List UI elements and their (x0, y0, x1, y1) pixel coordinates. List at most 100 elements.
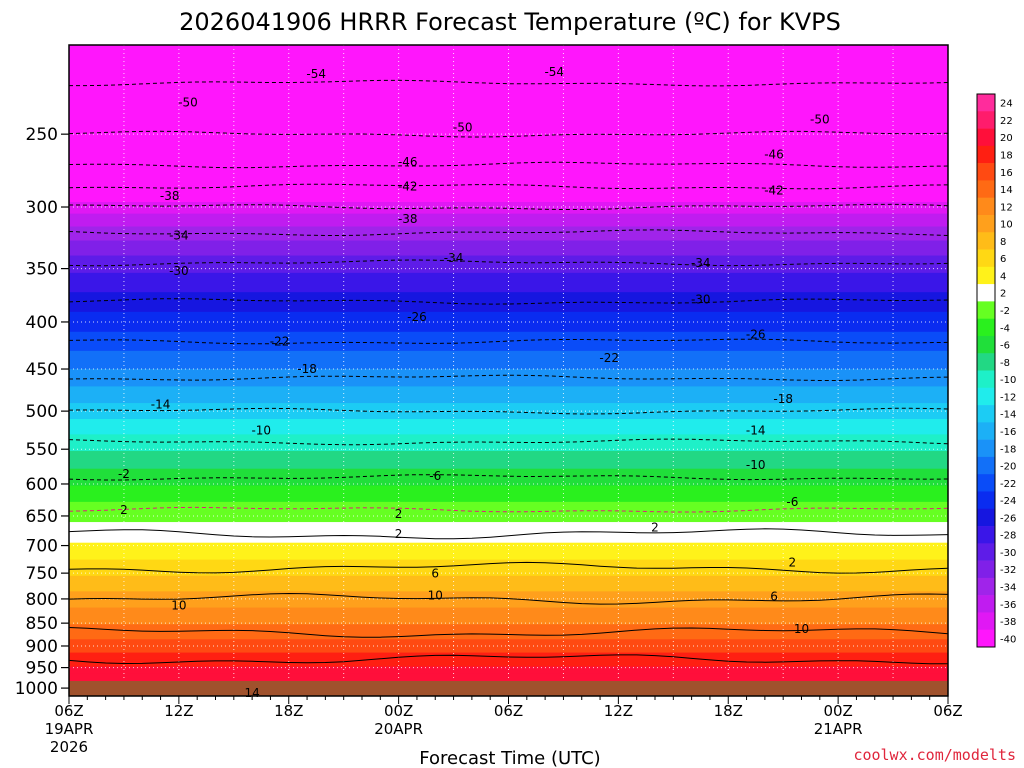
temperature-band (69, 598, 948, 609)
contour-label: 10 (428, 588, 443, 602)
contour-line (69, 561, 948, 574)
contour-label: -2 (118, 467, 130, 481)
contour-label: -26 (746, 328, 766, 342)
colorbar-swatch (977, 232, 995, 250)
colorbar-swatch (977, 111, 995, 129)
contour-label: 2 (395, 527, 403, 541)
ground-band (69, 681, 948, 696)
colorbar-swatch (977, 543, 995, 561)
temperature-band (69, 175, 948, 182)
colorbar-swatch (977, 180, 995, 198)
contour-label: -18 (297, 362, 317, 376)
colorbar-label: -32 (1000, 565, 1016, 576)
chart-title: 2026041906 HRRR Forecast Temperature (ºC… (179, 8, 841, 36)
x-tick-label: 06Z (494, 702, 523, 720)
colorbar-label: -12 (1000, 392, 1016, 403)
contour-label: 2 (651, 520, 659, 534)
contour-label: -34 (444, 251, 464, 265)
temperature-band (69, 426, 948, 436)
x-tick-label: 00Z (823, 702, 852, 720)
contour-label: -42 (764, 184, 784, 198)
colorbar-swatch (977, 145, 995, 164)
contour-label: -50 (810, 113, 830, 127)
x-tick-year: 2026 (50, 738, 88, 756)
contour-label: 2 (120, 503, 128, 517)
temperature-band (69, 255, 948, 264)
x-tick-label: 12Z (604, 702, 633, 720)
temperature-band (69, 451, 948, 461)
colorbar-swatch (977, 249, 995, 268)
temperature-band (69, 191, 948, 198)
temperature-band (69, 632, 948, 640)
colorbar-swatch (977, 370, 995, 389)
colorbar-swatch (977, 197, 995, 216)
colorbar-label: 18 (1000, 150, 1013, 161)
colorbar-label: 8 (1000, 237, 1006, 248)
contour-label: -50 (453, 121, 473, 135)
temperature-band (69, 73, 948, 84)
contour-label: -50 (178, 96, 198, 110)
y-tick-label: 400 (26, 313, 58, 333)
colorbar-swatch (977, 439, 995, 458)
colorbar-label: -6 (1000, 341, 1010, 352)
contour-label: -34 (691, 256, 711, 270)
colorbar-label: -36 (1000, 600, 1016, 611)
colorbar-label: 14 (1000, 185, 1013, 196)
contour-label: -18 (773, 392, 793, 406)
contour-labels: -54 -54 -50 -50 -50 -46 -46 -42 -42 -38 -38 -34 -34 -… (118, 65, 830, 700)
colorbar-swatch (977, 491, 995, 510)
temperature-band (69, 331, 948, 343)
y-tick-label: 750 (26, 564, 58, 584)
colorbar-label: -4 (1000, 323, 1010, 334)
temperature-band (69, 411, 948, 420)
temperature-band (69, 567, 948, 577)
temperature-band (69, 272, 948, 284)
temperature-band (69, 666, 948, 675)
temperature-band (69, 434, 948, 443)
colorbar-label: 22 (1000, 116, 1013, 127)
x-tick-date: 19APR (45, 720, 94, 738)
y-tick-label: 550 (26, 440, 58, 460)
colorbar-swatch (977, 335, 995, 354)
colorbar-label: -26 (1000, 513, 1016, 524)
y-tick-label: 900 (26, 637, 58, 657)
contour-label: -22 (599, 351, 619, 365)
colorbar-swatch (977, 508, 995, 527)
temperature-band (69, 616, 948, 625)
colorbar-swatch (977, 560, 995, 579)
temperature-band (69, 639, 948, 647)
colorbar-label: -14 (1000, 410, 1016, 421)
colorbar-label: 24 (1000, 99, 1013, 110)
contour-label: 2 (395, 507, 403, 521)
plot-area (69, 45, 948, 696)
colorbar-swatch (977, 474, 995, 492)
temperature-band (69, 240, 948, 249)
temperature-band (69, 533, 948, 544)
temperature-band (69, 403, 948, 412)
colorbar-swatch (977, 353, 995, 371)
y-tick-label: 500 (26, 402, 58, 422)
colorbar-label: 20 (1000, 133, 1013, 144)
contour-line (69, 528, 948, 540)
temperature-band (69, 232, 948, 242)
contour-label: -30 (169, 264, 189, 278)
y-tick-label: 650 (26, 507, 58, 527)
contour-label: -46 (764, 147, 784, 161)
x-tick-label: 12Z (164, 702, 193, 720)
temperature-band (69, 493, 948, 503)
contour-label: -46 (398, 155, 418, 169)
credit-text[interactable]: coolwx.com/modelts (853, 746, 1016, 764)
colorbar-swatch (977, 387, 995, 406)
temperature-band (69, 321, 948, 333)
contour-label: 10 (794, 622, 809, 636)
contour-line (69, 654, 948, 665)
colorbar-swatch (977, 284, 995, 302)
y-tick-label: 700 (26, 537, 58, 557)
colorbar-label: -30 (1000, 548, 1016, 559)
temperature-band (69, 164, 948, 172)
temperature-band (69, 207, 948, 215)
temperature-band (69, 134, 948, 143)
x-tick-date: 21APR (814, 720, 863, 738)
colorbar-label: -2 (1000, 306, 1010, 317)
